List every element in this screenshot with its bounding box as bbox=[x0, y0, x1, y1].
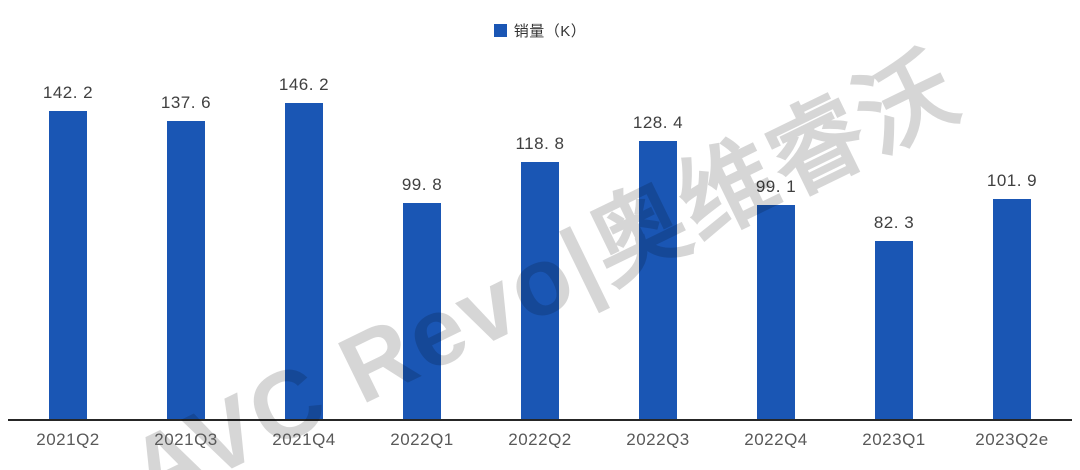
x-axis-line bbox=[8, 419, 1072, 421]
chart-legend: 销量（K） bbox=[0, 20, 1080, 41]
bar-value-label: 142. 2 bbox=[42, 83, 94, 102]
bar-value-label: 118. 8 bbox=[515, 134, 565, 153]
x-axis-label-2021Q3: 2021Q3 bbox=[154, 430, 218, 449]
bar-value-label: 99. 1 bbox=[755, 177, 797, 196]
x-axis-label-2022Q1: 2022Q1 bbox=[390, 430, 454, 449]
legend-color-swatch-icon bbox=[493, 24, 507, 37]
bar-value-label: 82. 3 bbox=[873, 213, 915, 232]
bar-value-label: 101. 9 bbox=[986, 171, 1038, 190]
bar-value-label: 128. 4 bbox=[632, 113, 684, 132]
bar-value-label: 146. 2 bbox=[278, 75, 330, 94]
x-axis-label-2023Q2e: 2023Q2e bbox=[975, 430, 1049, 449]
x-axis-label-2022Q2: 2022Q2 bbox=[508, 430, 572, 449]
bar-2022Q4 bbox=[757, 205, 795, 420]
bar-2023Q2e bbox=[993, 199, 1031, 420]
legend-label: 销量（K） bbox=[513, 23, 587, 40]
bar-2021Q2 bbox=[49, 111, 87, 420]
bar-2021Q3 bbox=[167, 121, 205, 420]
x-axis-label-2021Q4: 2021Q4 bbox=[272, 430, 336, 449]
bar-2022Q2 bbox=[521, 162, 559, 420]
x-axis-label-2023Q1: 2023Q1 bbox=[862, 430, 926, 449]
bar-2021Q4 bbox=[285, 103, 323, 420]
x-axis-label-2021Q2: 2021Q2 bbox=[36, 430, 100, 449]
x-axis-label-2022Q4: 2022Q4 bbox=[744, 430, 808, 449]
x-axis-label-2022Q3: 2022Q3 bbox=[626, 430, 690, 449]
bar-2023Q1 bbox=[875, 241, 913, 420]
bar-2022Q1 bbox=[403, 203, 441, 420]
bar-2022Q3 bbox=[639, 141, 677, 420]
bar-value-label: 137. 6 bbox=[160, 93, 212, 112]
bar-value-label: 99. 8 bbox=[401, 175, 443, 194]
